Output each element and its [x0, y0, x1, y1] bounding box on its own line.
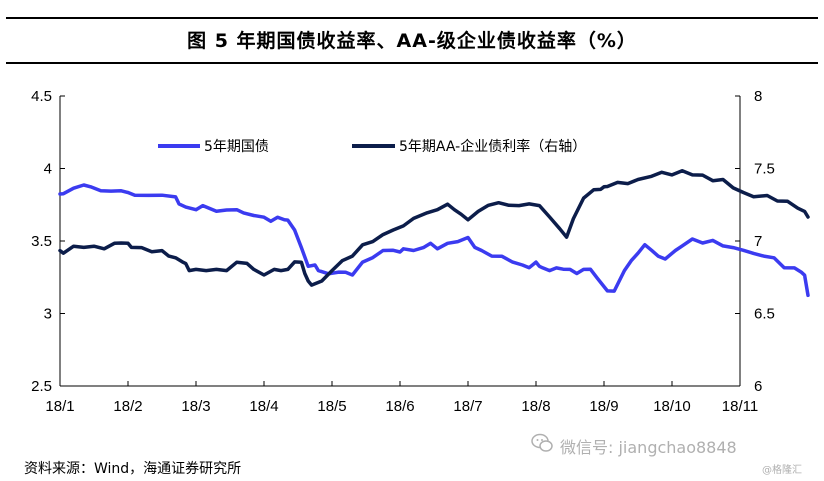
x-tick-label: 18/9 [589, 398, 618, 415]
chart-legend: 5年期国债 5年期AA-企业债利率（右轴） [158, 138, 586, 155]
x-tick-label: 18/11 [722, 398, 758, 415]
right-y-tick-label: 6 [754, 378, 762, 395]
chart-title: 图 5 年期国债收益率、AA-级企业债收益率（%） [187, 30, 637, 52]
left-y-tick-label: 4.5 [31, 88, 52, 105]
title-bottom-rule [6, 62, 818, 64]
legend-label-1: 5年期国债 [204, 139, 269, 155]
watermark-wechat: 微信号: jiangchao8848 [560, 438, 737, 457]
left-y-tick-label: 2.5 [31, 378, 52, 395]
series-line-2 [58, 169, 810, 287]
source-note: 资料来源：Wind，海通证券研究所 [24, 461, 242, 477]
right-y-tick-label: 7 [754, 233, 762, 250]
right-y-tick-label: 8 [754, 88, 762, 105]
legend-label-2: 5年期AA-企业债利率（右轴） [399, 138, 586, 155]
x-tick-label: 18/10 [653, 398, 691, 415]
left-y-tick-label: 3.5 [31, 233, 52, 250]
left-y-tick-label: 4 [44, 161, 52, 178]
series-line-1 [58, 183, 810, 298]
right-y-tick-label: 7.5 [754, 161, 775, 178]
x-tick-label: 18/3 [181, 398, 210, 415]
x-tick-label: 18/8 [521, 398, 550, 415]
title-top-rule [6, 17, 818, 19]
x-tick-label: 18/7 [453, 398, 482, 415]
wechat-icon [531, 432, 553, 454]
x-tick-label: 18/4 [249, 398, 278, 415]
x-tick-label: 18/6 [385, 398, 414, 415]
x-tick-label: 18/2 [113, 398, 142, 415]
x-tick-label: 18/5 [317, 398, 346, 415]
chart-axes: 2.5 3 3.5 4 4.5 6 6.5 7 7.5 8 18/1 18/2 18/3 18/4 18/5… [31, 88, 775, 415]
watermark-brand: @格隆汇 [762, 465, 802, 476]
chart-series [58, 169, 810, 298]
left-y-tick-label: 3 [44, 306, 52, 323]
x-tick-label: 18/1 [45, 398, 74, 415]
right-y-tick-label: 6.5 [754, 306, 775, 323]
